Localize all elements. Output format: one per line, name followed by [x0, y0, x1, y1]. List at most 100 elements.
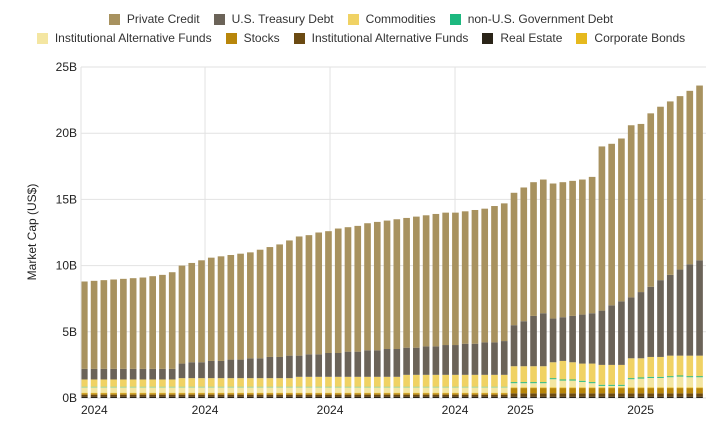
bar-stack	[344, 227, 352, 398]
bar-segment-commodities	[403, 374, 410, 387]
bar-segment-non-u-s-government-debt	[559, 379, 567, 381]
bar-stack	[686, 90, 694, 398]
bar-segment-u-s-treasury-debt	[520, 321, 528, 367]
bar-segment-u-s-treasury-debt	[500, 341, 508, 375]
bar-segment-institutional-alternative-funds	[452, 387, 459, 393]
bar-segment-non-u-s-government-debt	[383, 386, 391, 388]
bar-stack	[559, 182, 567, 398]
bar-segment-real-estate	[598, 396, 606, 398]
legend-item[interactable]: Corporate Bonds	[576, 31, 685, 45]
bar-segment-institutional-alternative-funds	[520, 383, 528, 388]
bar-segment-institutional-alternative-funds	[666, 393, 674, 397]
bar-stack	[579, 179, 586, 398]
legend-item[interactable]: U.S. Treasury Debt	[213, 12, 334, 26]
bar-segment-institutional-alternative-funds	[305, 387, 313, 393]
bar-segment-u-s-treasury-debt	[413, 347, 420, 375]
bar-segment-corporate-bonds	[569, 387, 576, 389]
bar-segment-institutional-alternative-funds	[159, 394, 166, 397]
bar-segment-real-estate	[120, 396, 127, 398]
bar-segment-corporate-bonds	[676, 387, 684, 389]
bar-segment-non-u-s-government-debt	[491, 386, 498, 388]
legend-swatch	[213, 13, 225, 25]
y-tick-label: 15B	[56, 192, 77, 206]
bar-segment-institutional-alternative-funds	[110, 387, 117, 393]
bar-stack	[657, 106, 664, 398]
bar-segment-stocks	[286, 393, 293, 395]
bar-segment-commodities	[373, 376, 381, 387]
bar-segment-stocks	[129, 393, 137, 395]
bar-segment-stocks	[100, 393, 108, 395]
bar-stack	[520, 187, 528, 398]
bar-segment-stocks	[510, 388, 518, 394]
bar-stack	[627, 125, 635, 398]
bar-segment-institutional-alternative-funds	[217, 387, 225, 393]
bar-stack	[452, 212, 459, 398]
bar-segment-institutional-alternative-funds	[276, 394, 283, 397]
bar-segment-corporate-bonds	[81, 392, 88, 394]
bar-stack	[618, 138, 625, 398]
bar-segment-institutional-alternative-funds	[696, 393, 703, 397]
bar-segment-corporate-bonds	[696, 387, 703, 389]
bar-stack	[120, 278, 127, 398]
legend-item[interactable]: Institutional Alternative Funds	[36, 31, 212, 45]
legend-item[interactable]: non-U.S. Government Debt	[449, 12, 613, 26]
legend-swatch	[482, 32, 494, 44]
bar-segment-non-u-s-government-debt	[325, 386, 332, 388]
bar-segment-institutional-alternative-funds	[666, 377, 674, 388]
legend-item[interactable]: Commodities	[347, 12, 436, 26]
bar-segment-institutional-alternative-funds	[90, 387, 98, 393]
bar-segment-private-credit	[256, 249, 264, 359]
bar-segment-real-estate	[676, 396, 684, 398]
bar-segment-u-s-treasury-debt	[627, 297, 635, 359]
bar-segment-stocks	[354, 393, 362, 395]
bar-segment-institutional-alternative-funds	[256, 387, 264, 393]
bar-segment-institutional-alternative-funds	[295, 387, 303, 393]
bar-segment-stocks	[461, 393, 469, 395]
bar-segment-u-s-treasury-debt	[256, 358, 264, 379]
legend-item[interactable]: Real Estate	[482, 31, 562, 45]
bar-segment-corporate-bonds	[120, 392, 127, 394]
bar-segment-institutional-alternative-funds	[266, 387, 274, 393]
bar-stack	[696, 85, 703, 398]
bar-segment-institutional-alternative-funds	[149, 394, 156, 397]
bar-stack	[276, 244, 283, 398]
bar-segment-real-estate	[129, 396, 137, 398]
bar-segment-stocks	[266, 393, 274, 395]
bar-segment-commodities	[471, 374, 479, 387]
bar-stack	[305, 235, 313, 398]
bar-segment-non-u-s-government-debt	[637, 377, 645, 379]
bar-stack	[403, 217, 410, 398]
bar-segment-institutional-alternative-funds	[559, 393, 567, 397]
bar-segment-non-u-s-government-debt	[461, 386, 469, 388]
bar-segment-commodities	[256, 378, 264, 387]
bar-stack	[471, 209, 479, 398]
bar-stack	[325, 231, 332, 398]
bar-segment-private-credit	[364, 223, 371, 351]
bar-segment-u-s-treasury-debt	[334, 352, 342, 377]
bar-segment-stocks	[403, 393, 410, 395]
bar-segment-u-s-treasury-debt	[286, 355, 293, 379]
bar-segment-institutional-alternative-funds	[286, 387, 293, 393]
bar-segment-private-credit	[188, 262, 196, 363]
bar-segment-stocks	[217, 393, 225, 395]
bar-segment-stocks	[247, 393, 254, 395]
legend-item[interactable]: Private Credit	[108, 12, 200, 26]
bar-segment-private-credit	[588, 176, 596, 314]
bar-segment-private-credit	[579, 179, 586, 315]
bar-segment-stocks	[149, 393, 156, 395]
bar-segment-stocks	[90, 393, 98, 395]
legend-item[interactable]: Institutional Alternative Funds	[293, 31, 469, 45]
x-tick-label: 2024	[442, 403, 469, 417]
bar-segment-institutional-alternative-funds	[510, 383, 518, 388]
bar-segment-u-s-treasury-debt	[364, 350, 371, 377]
bar-segment-stocks	[393, 393, 401, 395]
legend-row-1: Private Credit U.S. Treasury Debt Commodit…	[0, 12, 722, 26]
bar-segment-institutional-alternative-funds	[608, 393, 615, 397]
legend-label: Institutional Alternative Funds	[311, 31, 469, 45]
bar-segment-institutional-alternative-funds	[598, 385, 606, 388]
bar-segment-institutional-alternative-funds	[647, 393, 655, 397]
bar-segment-u-s-treasury-debt	[344, 351, 352, 377]
legend-item[interactable]: Stocks	[225, 31, 280, 45]
x-tick-label: 2024	[192, 403, 219, 417]
